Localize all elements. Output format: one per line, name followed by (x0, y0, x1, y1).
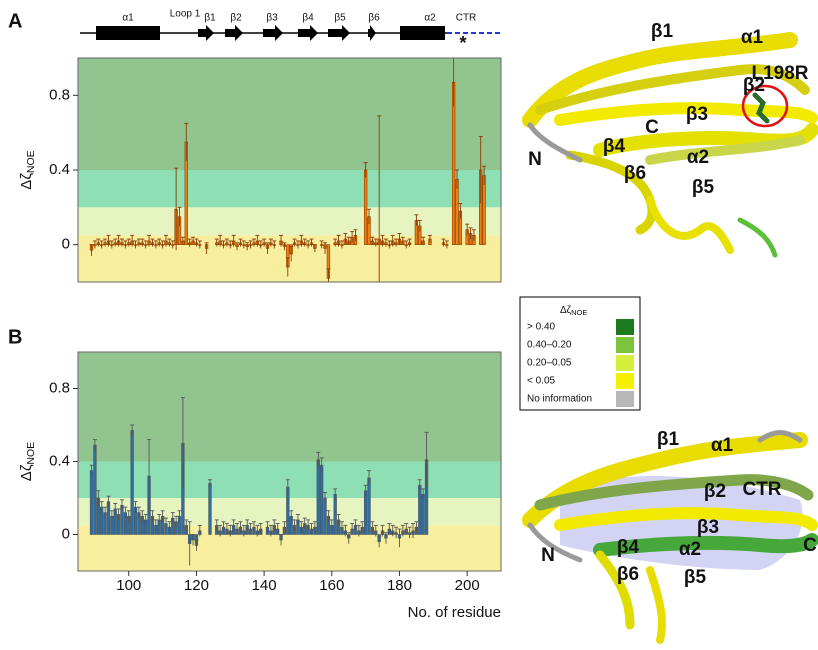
topology-label: β1 (204, 13, 216, 24)
x-tick-label: 140 (252, 577, 277, 594)
topology-label: CTR (456, 13, 477, 24)
panel-label: B (8, 326, 22, 348)
structure-b (530, 433, 812, 641)
legend-swatch (616, 319, 634, 335)
label: ΔζNOE (18, 150, 37, 189)
topology-label: β3 (266, 13, 278, 24)
bar (131, 430, 134, 534)
helix (400, 26, 445, 40)
x-tick-label: 120 (184, 577, 209, 594)
threshold-band (78, 352, 501, 462)
figure: ABα1Loop 1β1β2β3β4β5β6α2CTR*β1α1β2β3CNβ4… (0, 0, 818, 650)
y-tick-label: 0.8 (49, 86, 70, 103)
structure-label: β6 (617, 564, 639, 585)
structure-label: α1 (711, 435, 734, 456)
structure-label: β2 (704, 481, 726, 502)
structure-label: N (528, 149, 542, 170)
bar (320, 465, 323, 534)
label-sub: NOE (25, 150, 37, 173)
structure-label: C (645, 117, 659, 138)
label-main: Δζ (18, 173, 35, 190)
bar (364, 491, 367, 535)
structure-label: β5 (684, 567, 707, 588)
legend-title-sub: NOE (571, 308, 587, 317)
x-axis-label: No. of residue (408, 604, 501, 621)
structure-label: β6 (624, 163, 646, 184)
legend-label: 0.40–0.20 (527, 340, 572, 351)
structure-label: α2 (679, 539, 701, 560)
topology-label: β2 (230, 13, 242, 24)
bar (364, 170, 367, 245)
y-tick-label: 0.8 (49, 379, 70, 396)
topology-label: β6 (368, 13, 380, 24)
bar (456, 179, 459, 244)
topology-label: β4 (302, 13, 314, 24)
threshold-band (78, 235, 501, 282)
bar (317, 460, 320, 535)
x-tick-label: 200 (455, 577, 480, 594)
structure-label: β1 (651, 21, 674, 42)
legend-swatch (616, 391, 634, 407)
threshold-band (78, 207, 501, 235)
structure-label: β1 (657, 429, 680, 450)
ctr-label: CTR (742, 479, 781, 500)
mutation-label: L198R (751, 63, 808, 84)
legend-swatch (616, 355, 634, 371)
legend-swatch (616, 373, 634, 389)
bar (90, 471, 93, 535)
mutation-mark: * (459, 33, 466, 53)
bar (209, 483, 212, 534)
threshold-band (78, 170, 501, 207)
y-tick-label: 0 (62, 525, 70, 542)
label-sub: NOE (25, 442, 37, 465)
bar (334, 494, 337, 534)
structure-label: α1 (741, 27, 764, 48)
panel-label: A (8, 10, 22, 32)
bar (483, 176, 486, 245)
legend-label: < 0.05 (527, 376, 556, 387)
label-main: Δζ (18, 464, 35, 481)
threshold-band (78, 58, 501, 170)
x-tick-label: 180 (387, 577, 412, 594)
structure-label: β3 (697, 517, 719, 538)
topology-label: α2 (424, 13, 436, 24)
structure-label: C (803, 535, 817, 556)
label: ΔζNOE (18, 442, 37, 481)
y-tick-label: 0 (62, 236, 70, 253)
structure-label: N (541, 545, 555, 566)
helix (96, 26, 160, 40)
bar (452, 82, 455, 244)
topology-label: Loop 1 (170, 9, 201, 20)
bar (418, 485, 421, 534)
structure-label: α2 (687, 147, 709, 168)
y-tick-label: 0.4 (49, 161, 70, 178)
topology-label: β5 (334, 13, 346, 24)
x-tick-label: 160 (319, 577, 344, 594)
legend-label: 0.20–0.05 (527, 358, 572, 369)
structure-label: β5 (692, 177, 715, 198)
legend-title-main: Δζ (560, 305, 572, 316)
structure-label: β3 (686, 104, 708, 125)
legend-label: No information (527, 394, 592, 405)
topology (80, 25, 500, 41)
y-tick-label: 0.4 (49, 452, 70, 469)
legend-swatch (616, 337, 634, 353)
structure-label: β4 (603, 136, 626, 157)
bar (94, 445, 97, 534)
bar (368, 478, 371, 535)
topology-label: α1 (122, 13, 134, 24)
x-tick-label: 100 (116, 577, 141, 594)
bar (422, 494, 425, 534)
legend-label: > 0.40 (527, 322, 556, 333)
structure-label: β4 (617, 537, 640, 558)
